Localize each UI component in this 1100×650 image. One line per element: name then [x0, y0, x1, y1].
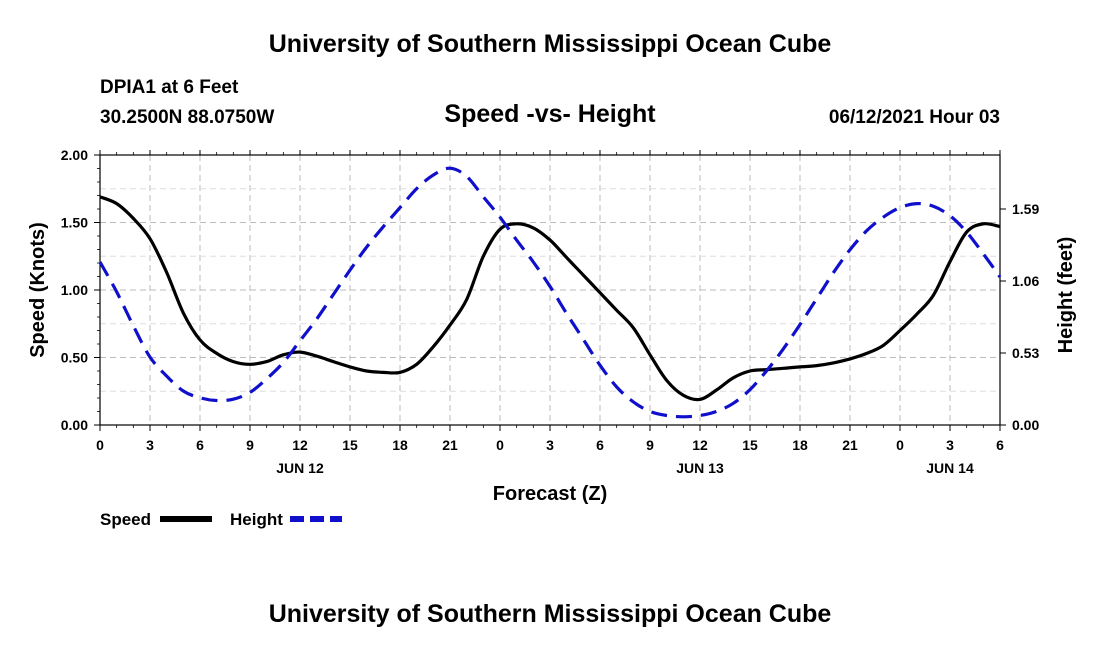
x-tick-label: 9 — [646, 437, 654, 453]
y2-tick-label: 1.06 — [1012, 273, 1039, 289]
y-tick-label: 0.50 — [61, 350, 88, 366]
x-tick-label: 0 — [896, 437, 904, 453]
date-label: JUN 12 — [276, 460, 324, 476]
chart-title: Speed -vs- Height — [444, 100, 656, 128]
x-tick-label: 21 — [842, 437, 858, 453]
x-tick-label: 6 — [596, 437, 604, 453]
x-tick-label: 18 — [792, 437, 808, 453]
date-label: JUN 14 — [926, 460, 974, 476]
y-tick-label: 1.50 — [61, 215, 88, 231]
x-tick-label: 12 — [692, 437, 708, 453]
y2-tick-label: 0.53 — [1012, 345, 1039, 361]
x-tick-label: 0 — [96, 437, 104, 453]
forecast-datetime: 06/12/2021 Hour 03 — [828, 107, 1000, 128]
x-tick-label: 15 — [742, 437, 758, 453]
page-title: University of Southern Mississippi Ocean… — [268, 30, 832, 58]
x-tick-label: 3 — [546, 437, 554, 453]
x-tick-label: 6 — [996, 437, 1004, 453]
x-axis-label: Forecast (Z) — [493, 483, 607, 505]
y2-tick-label: 0.00 — [1012, 417, 1039, 433]
footer-title: University of Southern Mississippi Ocean… — [268, 600, 832, 628]
x-tick-label: 3 — [946, 437, 954, 453]
y2-tick-label: 1.59 — [1012, 201, 1039, 217]
x-tick-label: 18 — [392, 437, 408, 453]
x-tick-label: 6 — [196, 437, 204, 453]
x-tick-label: 21 — [442, 437, 458, 453]
x-tick-label: 0 — [496, 437, 504, 453]
y-tick-label: 2.00 — [61, 147, 88, 163]
date-label: JUN 13 — [676, 460, 724, 476]
y-axis-label: Speed (Knots) — [27, 222, 49, 358]
station-coords: 30.2500N 88.0750W — [100, 107, 275, 128]
x-tick-label: 12 — [292, 437, 308, 453]
x-tick-label: 15 — [342, 437, 358, 453]
legend-label-speed: Speed — [100, 510, 151, 529]
y2-axis-label: Height (feet) — [1055, 237, 1077, 354]
y-tick-label: 0.00 — [61, 417, 88, 433]
legend-label-height: Height — [230, 510, 283, 529]
series-line-height — [98, 166, 1002, 419]
x-tick-label: 9 — [246, 437, 254, 453]
station-name: DPIA1 at 6 Feet — [100, 77, 239, 98]
series-line-speed — [99, 195, 1001, 402]
x-tick-label: 3 — [146, 437, 154, 453]
y-tick-label: 1.00 — [61, 282, 88, 298]
